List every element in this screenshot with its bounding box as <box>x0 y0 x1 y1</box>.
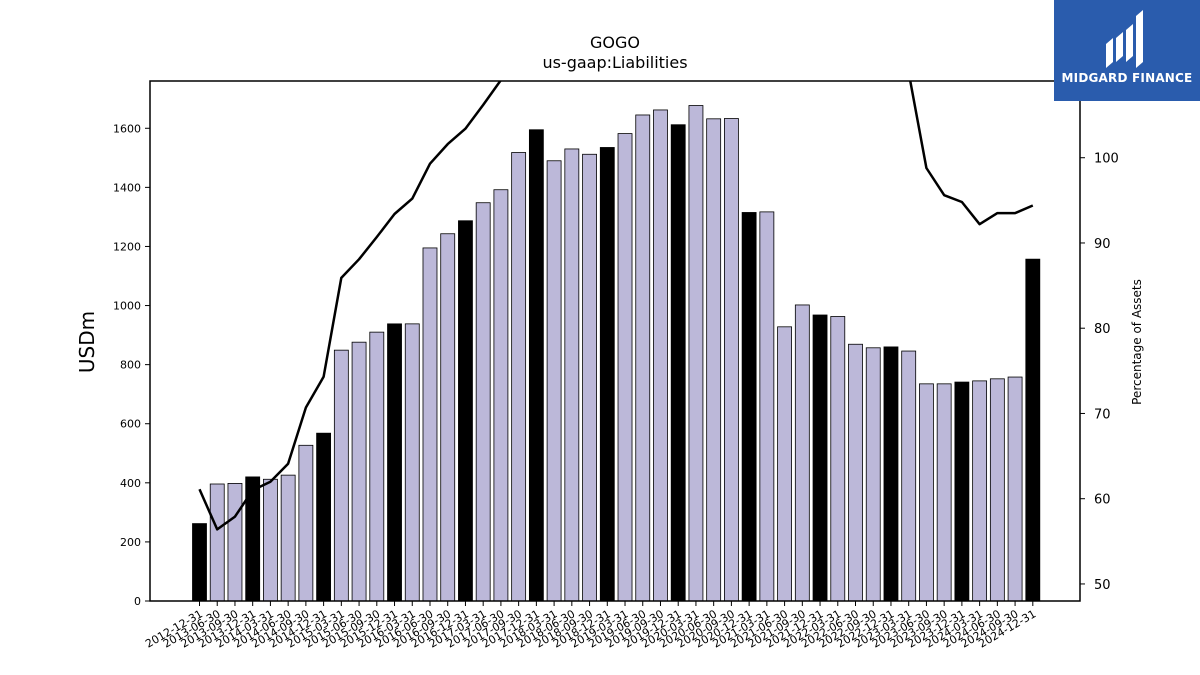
bar-2021-12-31 <box>812 314 828 602</box>
bar-2023-12-31 <box>954 381 970 602</box>
bar-2015-09-30 <box>369 331 385 602</box>
chart-subtitle: us-gaap:Liabilities <box>542 53 687 72</box>
bar-2020-12-31 <box>741 212 757 602</box>
bar-2024-06-30 <box>989 378 1005 602</box>
plot-frame <box>149 80 1081 602</box>
bar-2018-06-30 <box>564 148 580 602</box>
bar-2019-12-31 <box>670 124 686 602</box>
bar-2013-09-30 <box>227 483 243 602</box>
bar-2017-03-31 <box>475 202 491 602</box>
bar-2017-12-31 <box>528 129 544 602</box>
y-tick-label: 1000 <box>113 300 141 313</box>
y2-tick-label: 50 <box>1094 578 1111 593</box>
midgard-logo-icon <box>1106 10 1143 68</box>
bar-2022-06-30 <box>848 343 863 602</box>
y2-axis-label: Percentage of Assets <box>1130 279 1144 405</box>
bar-2023-03-31 <box>901 350 917 602</box>
bar-2018-12-31 <box>599 147 615 602</box>
bar-2018-09-30 <box>582 153 597 602</box>
bar-2016-03-31 <box>404 323 420 602</box>
bar-2019-06-30 <box>635 114 651 602</box>
bar-2019-09-30 <box>653 109 668 602</box>
bar-2020-03-31 <box>688 105 704 602</box>
y-tick-label: 1600 <box>113 122 141 135</box>
bar-2015-12-31 <box>387 323 402 602</box>
bar-2020-06-30 <box>706 118 722 602</box>
midgard-finance-logo: MIDGARD FINANCE <box>1054 0 1200 101</box>
y-tick-label: 800 <box>120 359 141 372</box>
y-tick-label: 1400 <box>113 181 141 194</box>
y-tick-label: 400 <box>120 477 141 490</box>
bar-2019-03-31 <box>617 133 633 602</box>
bar-2022-09-30 <box>865 347 881 602</box>
percentage-line-layer <box>198 81 1034 531</box>
bar-2015-03-31 <box>333 349 349 602</box>
bar-2021-06-30 <box>777 326 792 602</box>
y-axis-label: USDm <box>75 311 99 373</box>
y2-axis-ticks: 50 60 70 80 90 100 <box>1080 152 1119 593</box>
y2-tick-label: 90 <box>1094 237 1111 252</box>
bar-2020-09-30 <box>724 118 739 602</box>
bar-2017-09-30 <box>511 152 527 602</box>
percentage-of-assets-line <box>198 81 1034 531</box>
bar-2024-12-31 <box>1025 258 1041 602</box>
bar-2024-03-31 <box>972 380 988 602</box>
bar-2024-09-30 <box>1007 376 1023 602</box>
bar-2016-09-30 <box>440 233 456 602</box>
bar-2018-03-31 <box>546 160 562 602</box>
bar-2014-06-30 <box>280 474 296 602</box>
bar-2014-12-31 <box>316 432 332 602</box>
bar-2022-03-31 <box>830 316 846 602</box>
y2-tick-label: 60 <box>1094 493 1111 508</box>
bar-2014-09-30 <box>298 444 314 602</box>
x-axis-ticks: 2012-12-312013-06-302013-09-302013-12-31… <box>143 601 1038 651</box>
bar-2022-12-31 <box>883 346 899 602</box>
y2-tick-label: 70 <box>1094 407 1111 422</box>
bar-2021-03-31 <box>759 211 775 602</box>
y-tick-label: 1200 <box>113 240 141 253</box>
bar-2021-09-30 <box>794 304 810 602</box>
y-tick-label: 600 <box>120 418 141 431</box>
y2-tick-label: 100 <box>1094 152 1119 167</box>
y-tick-label: 200 <box>120 536 141 549</box>
bar-2012-12-31 <box>192 523 207 602</box>
bar-2015-06-30 <box>351 341 367 602</box>
bar-2016-06-30 <box>422 247 438 602</box>
bar-2014-03-31 <box>263 478 278 602</box>
bar-2017-06-30 <box>493 189 509 602</box>
logo-text: MIDGARD FINANCE <box>1061 71 1193 85</box>
bar-2016-12-31 <box>458 220 473 602</box>
bar-series <box>192 105 1041 602</box>
chart-title: GOGO <box>590 33 640 52</box>
bar-2023-09-30 <box>936 383 952 602</box>
y-axis-ticks: 0 200 400 600 800 1000 1200 1400 1600 <box>113 122 150 608</box>
bar-2013-06-30 <box>209 483 225 602</box>
y2-tick-label: 80 <box>1094 322 1111 337</box>
y-tick-label: 0 <box>134 595 141 608</box>
bar-2023-06-30 <box>919 383 934 602</box>
